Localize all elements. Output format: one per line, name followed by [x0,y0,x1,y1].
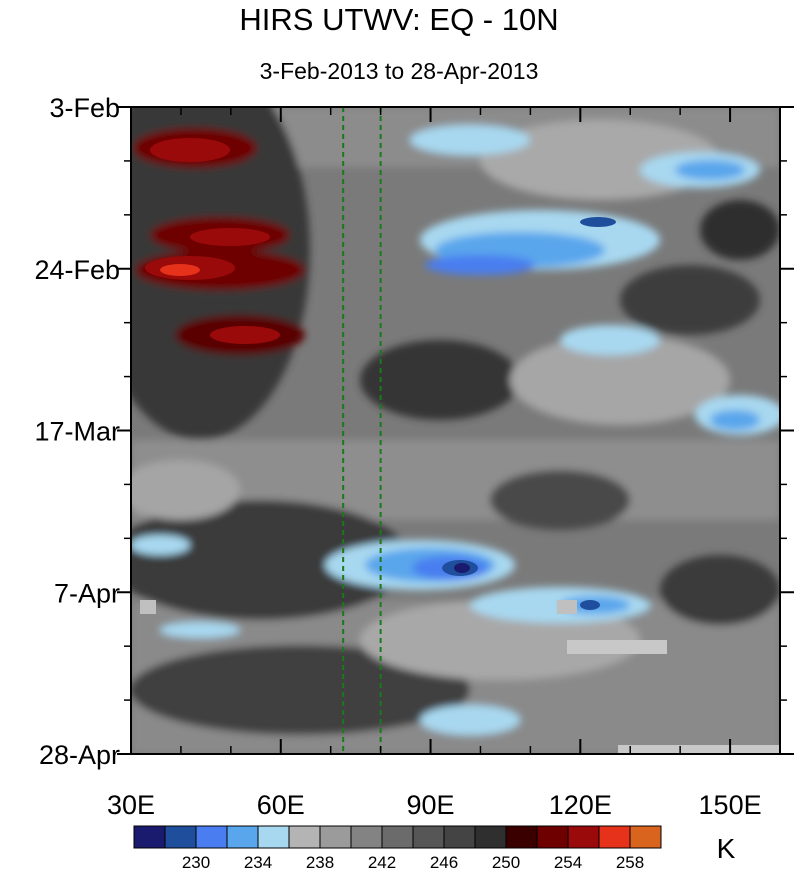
colorbar-label: 250 [492,853,520,869]
field-blue-core [580,600,600,610]
colorbar-swatch [257,825,290,849]
colorbar-swatch [226,825,259,849]
colorbar-swatch [536,825,569,849]
colorbar-swatch [319,825,352,849]
field-layer [131,107,780,754]
colorbar-label: 230 [182,853,210,869]
x-tick-label: 30E [107,790,155,820]
field-dark [131,645,470,735]
field-missing [618,745,780,754]
field-blue [410,125,530,155]
field-red-core [150,138,230,162]
colorbar-label: 246 [430,853,458,869]
x-tick-label: 120E [549,790,612,820]
colorbar-swatch [133,825,166,849]
field-blue [675,160,745,180]
field-dark [131,500,410,620]
x-tick-label: 90E [407,790,455,820]
field-blue-core [580,217,616,227]
field-blue [131,535,190,555]
chart-subtitle: 3-Feb-2013 to 28-Apr-2013 [259,58,539,84]
colorbar-label: 238 [306,853,334,869]
y-axis: 3-Feb 24-Feb 17-Mar 7-Apr 28-Apr [34,93,794,770]
field-light [131,460,240,520]
y-tick-label: 3-Feb [49,93,120,123]
field-dark [490,470,630,530]
field-dark [620,265,760,335]
chart-title: HIRS UTWV: EQ - 10N [239,2,559,37]
y-tick-label: 28-Apr [39,740,120,770]
field-missing [567,640,667,654]
x-tick-label: 60E [257,790,305,820]
x-tick-label: 150E [699,790,762,820]
y-tick-label: 17-Mar [34,417,120,447]
colorbar-swatch [443,825,476,849]
y-tick-label: 24-Feb [34,255,120,285]
field-missing [557,600,577,614]
colorbar-swatch [629,825,662,849]
x-axis: 30E 60E 90E 120E 150E [107,107,762,820]
colorbar-label: 234 [244,853,272,869]
colorbar-label: 258 [616,853,644,869]
colorbar-swatch [505,825,538,849]
field-blue [560,325,660,355]
field-dark [360,340,520,420]
minor-ticks [124,107,787,754]
colorbar-label: 254 [554,853,582,869]
field-blue [710,410,760,430]
field-blue [160,622,240,638]
field-red-core [160,264,200,276]
colorbar-unit: K [717,833,736,864]
colorbar-swatch [598,825,631,849]
field-red-core [210,326,280,344]
field-blue [425,255,535,275]
field-blue [420,705,520,735]
colorbar: 230 234 238 242 246 250 254 258 [133,825,662,869]
colorbar-swatch [350,825,383,849]
field-dark [700,200,780,260]
field-red-core [190,228,270,246]
field-blue-core [454,563,470,573]
field-missing [140,600,156,614]
colorbar-swatch [412,825,445,849]
colorbar-swatch [195,825,228,849]
colorbar-label: 242 [368,853,396,869]
field-dark [660,555,780,625]
colorbar-swatch [381,825,414,849]
y-tick-label: 7-Apr [54,578,120,608]
colorbar-swatch [567,825,600,849]
colorbar-swatch [474,825,507,849]
colorbar-swatch [164,825,197,849]
colorbar-swatch [288,825,321,849]
field-light [510,335,730,425]
